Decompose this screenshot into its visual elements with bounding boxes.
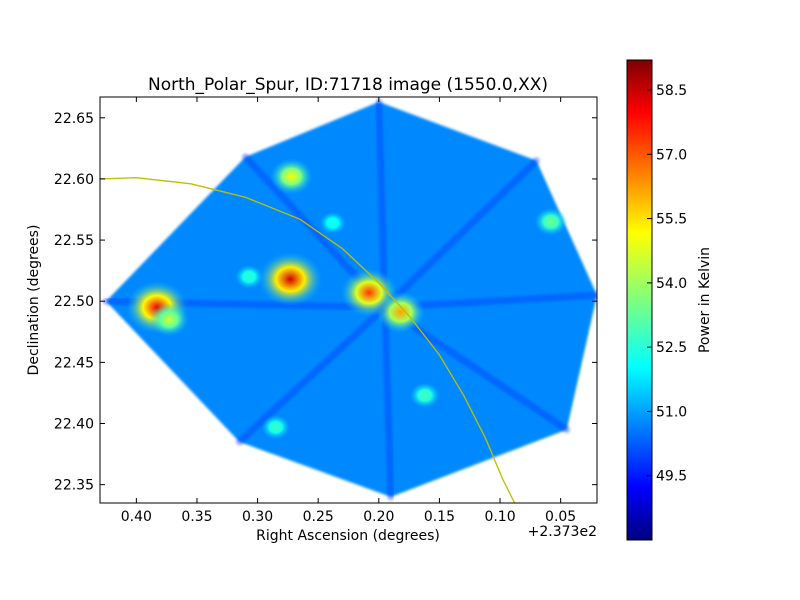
colorbar-tick-label: 58.5 — [656, 83, 687, 99]
hotspot-4 — [376, 291, 425, 333]
x-tick-label: 0.10 — [484, 509, 515, 525]
x-tick-label: 0.05 — [545, 509, 576, 525]
y-tick-label: 22.65 — [54, 111, 94, 127]
y-axis-ticks: 22.35 22.40 22.45 22.50 22.55 22.60 22.65 — [54, 111, 597, 494]
y-tick-label: 22.50 — [54, 294, 94, 310]
x-axis-label: Right Ascension (degrees) — [256, 528, 440, 544]
hotspot-7 — [410, 382, 440, 408]
hotspot-6 — [534, 207, 568, 236]
colorbar-ticks: 49.5 51.0 52.5 54.0 55.5 57.0 58.5 — [647, 83, 687, 485]
colorbar-tick-label: 52.5 — [656, 340, 687, 356]
filament-5 — [235, 303, 389, 446]
colorbar-tick-label: 54.0 — [656, 276, 687, 292]
filament-4 — [381, 303, 395, 501]
y-tick-label: 22.55 — [54, 233, 94, 249]
plot-frame — [99, 96, 598, 504]
colorbar-label: Power in Kelvin — [697, 247, 713, 353]
hotspot-5 — [149, 302, 189, 337]
x-tick-label: 0.35 — [181, 509, 212, 525]
colorbar-gradient — [626, 59, 653, 541]
colorbar-tick-label: 49.5 — [656, 469, 687, 485]
x-tick-label: 0.20 — [363, 509, 394, 525]
hotspot-0 — [258, 252, 322, 307]
x-tick-label: 0.15 — [424, 509, 455, 525]
y-tick-label: 22.40 — [54, 417, 94, 433]
chart-title: North_Polar_Spur, ID:71718 image (1550.0… — [148, 75, 548, 95]
x-tick-label: 0.40 — [121, 509, 152, 525]
hotspot-9 — [235, 265, 263, 289]
hotspot-2 — [270, 158, 313, 195]
heatmap-hotspots — [126, 158, 568, 440]
overlay-curve — [100, 177, 516, 503]
y-tick-label: 22.35 — [54, 478, 94, 494]
hotspot-8 — [261, 415, 290, 440]
x-axis-offset-label: +2.373e2 — [528, 524, 597, 540]
colorbar: 49.5 51.0 52.5 54.0 55.5 57.0 58.5 Power in Ke… — [626, 59, 713, 541]
y-tick-label: 22.45 — [54, 355, 94, 371]
y-tick-label: 22.60 — [54, 172, 94, 188]
plot-area: 0.40 0.35 0.30 0.25 0.20 0.15 0.10 0.05 22.3522… — [54, 96, 598, 525]
x-tick-label: 0.30 — [242, 509, 273, 525]
y-axis-label: Declination (degrees) — [26, 225, 42, 376]
x-tick-label: 0.25 — [303, 509, 334, 525]
colorbar-tick-label: 51.0 — [656, 404, 687, 420]
colorbar-tick-label: 57.0 — [656, 147, 687, 163]
colorbar-tick-label: 55.5 — [656, 212, 687, 228]
filament-1 — [381, 157, 540, 311]
x-axis-ticks: 0.40 0.35 0.30 0.25 0.20 0.15 0.10 0.05 — [121, 97, 576, 525]
hotspot-10 — [319, 212, 346, 234]
